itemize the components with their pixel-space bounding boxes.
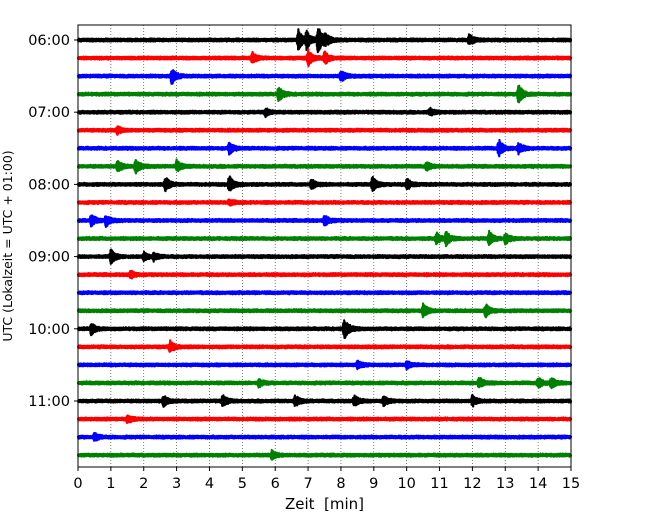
x-tick-label: 6 — [271, 476, 280, 492]
trace-0745 — [76, 158, 573, 175]
trace-1045 — [76, 376, 573, 390]
x-tick-label: 10 — [397, 476, 415, 492]
y-tick-label: 09:00 — [28, 250, 70, 266]
x-tick-label: 1 — [106, 476, 115, 492]
trace-0715 — [76, 125, 573, 136]
x-tick-label: 9 — [369, 476, 378, 492]
x-tick-label: 0 — [73, 476, 82, 492]
y-tick-label: 11:00 — [28, 394, 70, 410]
trace-1130 — [76, 431, 573, 442]
x-tick-label: 12 — [463, 476, 481, 492]
y-tick-label: 08:00 — [28, 177, 70, 193]
trace-0615 — [76, 47, 573, 68]
x-tick-label: 8 — [336, 476, 345, 492]
trace-1030 — [76, 359, 573, 371]
trace-1100 — [76, 393, 573, 408]
trace-1000 — [76, 319, 573, 340]
y-axis-title: UTC (Lokalzeit = UTC + 01:00) — [0, 150, 15, 341]
x-axis: 0 1 2 3 4 5 6 7 8 9 10 11 12 13 14 15 — [73, 467, 580, 492]
x-tick-label: 4 — [205, 476, 214, 492]
trace-0700 — [76, 106, 573, 119]
x-axis-title: Zeit [min] — [285, 495, 364, 513]
plot-frame — [77, 24, 572, 468]
y-tick-label: 06:00 — [28, 33, 70, 49]
x-tick-label: 3 — [172, 476, 181, 492]
trace-1115 — [76, 414, 573, 425]
trace-0945 — [76, 302, 573, 319]
y-tick-label: 07:00 — [28, 105, 70, 121]
x-tick-label: 7 — [303, 476, 312, 492]
trace-0800 — [76, 175, 573, 193]
trace-0730 — [76, 138, 573, 158]
y-axis: 06:00 07:00 08:00 09:00 10:00 11:00 — [28, 33, 78, 410]
trace-0830 — [76, 214, 573, 229]
trace-0915 — [76, 269, 573, 280]
x-tick-label: 14 — [529, 476, 547, 492]
trace-0630 — [76, 69, 573, 85]
trace-0600 — [76, 28, 573, 54]
trace-layer — [76, 28, 573, 461]
x-tick-label: 15 — [562, 476, 580, 492]
trace-0815 — [76, 198, 573, 207]
x-tick-label: 11 — [430, 476, 448, 492]
trace-0930 — [76, 290, 573, 296]
trace-0645 — [76, 84, 573, 104]
trace-1015 — [76, 339, 573, 353]
trace-1145 — [76, 448, 573, 461]
x-tick-label: 13 — [496, 476, 514, 492]
trace-0900 — [76, 248, 573, 265]
y-tick-label: 10:00 — [28, 322, 70, 338]
x-tick-label: 5 — [238, 476, 247, 492]
trace-0845 — [76, 229, 573, 248]
x-tick-label: 2 — [139, 476, 148, 492]
